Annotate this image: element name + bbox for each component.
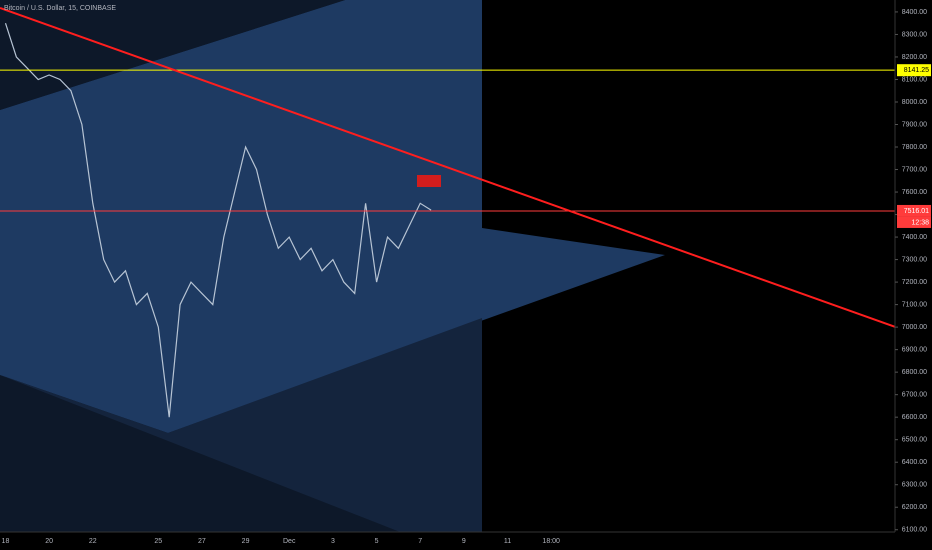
price-tag (897, 204, 931, 217)
x-tick-label: 7 (418, 538, 422, 545)
price-line (4, 23, 432, 418)
y-tick-label: 6100.00 (902, 527, 927, 534)
y-tick-label: 6600.00 (902, 414, 927, 421)
marker (417, 175, 441, 187)
y-tick-label: 8000.00 (902, 99, 927, 106)
x-tick-label: 25 (154, 538, 162, 545)
chart-title: Bitcoin / U.S. Dollar, 15, COINBASE (4, 5, 116, 12)
x-tick-label: 20 (45, 538, 53, 545)
price-tag (897, 64, 931, 77)
channel-upper (0, 0, 345, 110)
x-tick-label: 18:00 (542, 538, 560, 545)
x-tick-label: 29 (242, 538, 250, 545)
y-tick-label: 6700.00 (902, 392, 927, 399)
x-tick-label: 18 (2, 538, 10, 545)
y-tick-label: 7900.00 (902, 121, 927, 128)
y-tick-label: 7800.00 (902, 144, 927, 151)
y-tick-label: 6300.00 (902, 482, 927, 489)
y-tick-label: 6400.00 (902, 459, 927, 466)
y-tick-label: 8300.00 (902, 31, 927, 38)
y-tick-label: 7400.00 (902, 234, 927, 241)
x-tick-label: 27 (198, 538, 206, 545)
y-tick-label: 6200.00 (902, 504, 927, 511)
x-tick-label: 11 (504, 538, 511, 545)
countdown-tag (897, 216, 931, 228)
x-tick-label: 3 (331, 538, 335, 545)
x-tick-label: 22 (89, 538, 97, 545)
y-tick-label: 7100.00 (902, 301, 927, 308)
channel (0, 0, 665, 433)
y-tick-label: 7300.00 (902, 256, 927, 263)
x-tick-label: 9 (462, 538, 466, 545)
y-tick-label: 7200.00 (902, 279, 927, 286)
x-tick-label: 5 (375, 538, 379, 545)
price-tag-label: 8141.25 (904, 67, 929, 74)
y-tick-label: 8200.00 (902, 54, 927, 61)
y-tick-label: 6900.00 (902, 346, 927, 353)
channel-lower (0, 318, 482, 532)
countdown-label: 12:38 (911, 219, 929, 226)
y-tick-label: 7700.00 (902, 166, 927, 173)
price-axis (895, 0, 932, 550)
y-tick-label: 6800.00 (902, 369, 927, 376)
y-tick-label: 7000.00 (902, 324, 927, 331)
trend-line (0, 7, 932, 341)
price-tag-label: 7516.01 (904, 208, 929, 215)
y-tick-label: 8100.00 (902, 76, 927, 83)
y-tick-label: 8400.00 (902, 9, 927, 16)
plot (0, 23, 895, 418)
x-tick-label: Dec (283, 538, 296, 545)
y-tick-label: 6500.00 (902, 437, 927, 444)
y-tick-label: 7600.00 (902, 189, 927, 196)
